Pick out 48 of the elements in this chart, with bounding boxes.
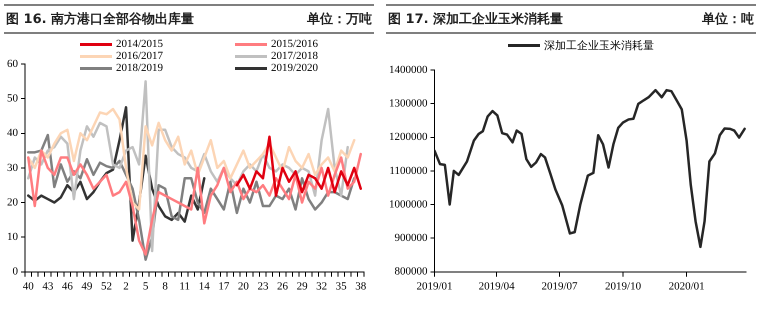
x-tick-label: 2	[123, 280, 129, 292]
chart-title: 图 16. 南方港口全部谷物出库量	[6, 10, 194, 28]
x-tick-label: 17	[218, 280, 230, 292]
x-tick-label: 43	[42, 280, 54, 292]
x-tick-label: 29	[296, 280, 308, 292]
y-tick-label: 40	[7, 127, 18, 140]
x-tick-label: 11	[179, 280, 190, 292]
x-tick-label: 8	[162, 280, 168, 292]
legend-label: 2018/2019	[116, 62, 164, 74]
x-tick-label: 2019/04	[478, 280, 516, 292]
x-tick-label: 38	[355, 280, 367, 292]
y-tick-label: 60	[7, 58, 18, 70]
x-tick-label: 2019/10	[605, 280, 642, 292]
y-tick-label: 1100000	[389, 164, 428, 177]
y-tick-label: 20	[7, 196, 18, 208]
chart-subtitle: 单位：万吨	[307, 11, 372, 28]
y-tick-label: 1000000	[389, 198, 428, 210]
x-tick-label: 26	[277, 280, 289, 292]
y-tick-label: 1400000	[389, 64, 428, 76]
y-tick-label: 1300000	[389, 98, 428, 110]
x-tick-label: 14	[198, 280, 210, 292]
y-tick-label: 1200000	[389, 131, 428, 144]
y-tick-label: 30	[7, 162, 18, 174]
chart-title: 图 17. 深加工企业玉米消耗量	[388, 11, 564, 28]
y-tick-label: 0	[12, 266, 18, 278]
x-tick-label: 2019/07	[541, 280, 578, 292]
x-tick-label: 40	[22, 280, 34, 292]
x-tick-label: 2019/01	[416, 280, 453, 292]
legend-label: 2015/2016	[270, 38, 318, 50]
legend-label: 2014/2015	[116, 38, 164, 50]
x-tick-label: 5	[142, 280, 149, 292]
x-tick-label: 20	[238, 280, 250, 292]
y-tick-label: 800000	[394, 266, 428, 278]
y-tick-label: 900000	[394, 232, 428, 244]
x-tick-label: 35	[336, 280, 348, 292]
x-tick-label: 52	[100, 280, 112, 292]
y-tick-label: 10	[7, 231, 18, 244]
legend-label: 2016/2017	[116, 50, 164, 62]
x-tick-label: 49	[81, 280, 93, 292]
y-tick-label: 50	[7, 92, 18, 105]
legend-label: 2019/2020	[270, 62, 318, 74]
x-tick-label: 32	[316, 280, 328, 292]
legend-label: 深加工企业玉米消耗量	[544, 39, 654, 53]
x-tick-label: 23	[257, 280, 269, 292]
chart-subtitle: 单位：吨	[702, 11, 754, 28]
x-tick-label: 46	[62, 280, 74, 292]
x-tick-label: 2020/01	[668, 280, 705, 292]
legend-label: 2017/2018	[270, 50, 318, 62]
